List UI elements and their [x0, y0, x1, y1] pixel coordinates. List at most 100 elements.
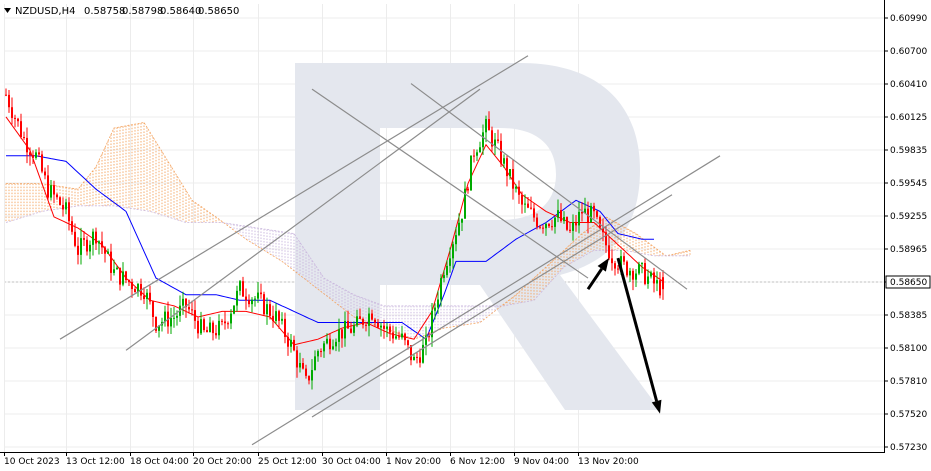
candle-body	[44, 171, 46, 176]
candle	[356, 309, 358, 328]
candle-body	[233, 305, 235, 314]
candle-body	[320, 351, 322, 353]
candle-body	[362, 318, 364, 325]
candle	[218, 314, 220, 340]
candle	[653, 267, 655, 293]
candle	[53, 180, 55, 203]
forecast-arrow[interactable]	[616, 257, 662, 414]
candle	[296, 346, 298, 378]
candle	[428, 332, 430, 342]
candle	[134, 287, 136, 293]
candle-body	[440, 278, 442, 300]
dropdown-triangle-icon[interactable]	[4, 8, 11, 13]
candle-body	[413, 356, 415, 361]
candle	[155, 316, 157, 333]
candle	[491, 126, 493, 153]
candle	[203, 317, 205, 333]
candle-body	[593, 205, 595, 212]
candle-body	[290, 339, 292, 347]
candle	[545, 222, 547, 236]
candle-body	[542, 227, 544, 229]
trend-line[interactable]	[410, 83, 688, 290]
candle-body	[452, 244, 454, 259]
candle	[533, 203, 535, 222]
candle-body	[422, 344, 424, 363]
candle-body	[446, 265, 448, 276]
x-tick-label: 30 Oct 04:00	[322, 457, 381, 467]
candle-body	[638, 264, 640, 274]
candle-body	[650, 272, 652, 277]
candle-body	[620, 256, 622, 270]
candle-body	[656, 280, 658, 284]
candle-body	[41, 154, 43, 172]
candle-body	[449, 258, 451, 266]
candle	[182, 291, 184, 315]
candle	[320, 348, 322, 358]
x-tick-label: 20 Oct 20:00	[193, 457, 252, 467]
candle	[194, 300, 196, 329]
candle-body	[128, 280, 130, 283]
trend-line[interactable]	[311, 194, 673, 418]
candle	[110, 243, 112, 281]
candle-body	[158, 325, 160, 331]
candle	[65, 198, 67, 215]
candle	[257, 282, 259, 303]
candle	[47, 165, 49, 201]
candle-body	[149, 292, 151, 302]
candle	[437, 290, 439, 314]
candle-body	[581, 211, 583, 214]
candle	[608, 237, 610, 261]
ohlc-close: 0.58650	[198, 6, 239, 17]
candle	[275, 303, 277, 325]
candle-body	[374, 319, 376, 323]
candle	[611, 249, 613, 271]
candle-body	[119, 267, 121, 285]
candle-body	[170, 317, 172, 327]
trend-line[interactable]	[311, 88, 589, 279]
candle-body	[509, 169, 511, 177]
candle	[650, 270, 652, 279]
candle	[59, 196, 61, 206]
candle-body	[191, 309, 193, 311]
trend-line[interactable]	[59, 55, 529, 340]
trend-line[interactable]	[125, 88, 481, 351]
candle-body	[101, 241, 103, 248]
candle	[287, 332, 289, 356]
candle	[569, 222, 571, 234]
forecast-arrow[interactable]	[586, 258, 609, 291]
candle	[188, 299, 190, 314]
candle	[548, 223, 550, 228]
candle	[566, 216, 568, 232]
candle-body	[632, 270, 634, 280]
candle	[656, 271, 658, 292]
candle	[23, 131, 25, 140]
candle-body	[53, 185, 55, 195]
candle-body	[311, 370, 313, 381]
candle-body	[539, 226, 541, 228]
candle-body	[563, 217, 565, 222]
candle-body	[185, 298, 187, 308]
candle-body	[605, 232, 607, 246]
candle-body	[551, 226, 553, 228]
candle	[14, 114, 16, 128]
candle	[398, 331, 400, 340]
candle-body	[497, 139, 499, 141]
candle-body	[194, 310, 196, 321]
candle-body	[173, 317, 175, 319]
candle-body	[461, 218, 463, 223]
candle	[515, 184, 517, 193]
candle-body	[611, 258, 613, 264]
candle	[302, 358, 304, 370]
x-tick-label: 25 Oct 12:00	[258, 457, 317, 467]
candle-body	[569, 229, 571, 231]
candle	[572, 214, 574, 241]
candle	[551, 219, 553, 231]
trend-line[interactable]	[251, 155, 721, 446]
candle-body	[464, 188, 466, 219]
candle	[347, 310, 349, 329]
candle-body	[308, 375, 310, 381]
candle	[323, 340, 325, 358]
candle-body	[572, 222, 574, 231]
candle-body	[77, 245, 79, 255]
candle-body	[80, 238, 82, 255]
